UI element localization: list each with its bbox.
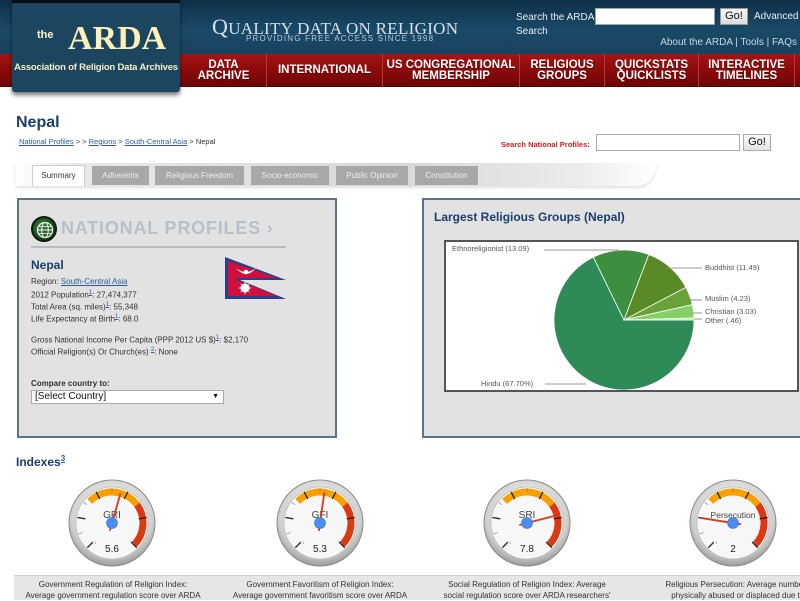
nav-quickstats[interactable]: QUICKSTATS QUICKLISTS (604, 54, 698, 87)
gauge-caption-bar (14, 575, 800, 600)
arda-logo[interactable]: the ARDA Association of Religion Data Ar… (12, 0, 180, 92)
tagline-sub: PROVIDING FREE ACCESS SINCE 1998 (246, 34, 435, 43)
np-search-label: Search National Profiles: (501, 140, 590, 149)
national-profiles-title: NATIONAL PROFILES › (61, 218, 274, 238)
tab-constitution[interactable]: Constitution (415, 166, 478, 185)
top-links: About the ARDA | Tools | FAQs (660, 37, 797, 48)
svg-text:1: 1 (509, 540, 512, 545)
svg-text:7.8: 7.8 (520, 544, 534, 555)
globe-icon (31, 216, 57, 242)
national-profile-panel: NATIONAL PROFILES › Nepal Region: South-… (17, 198, 337, 438)
gfi-gauge: GFI 1 10 5.3 (275, 478, 365, 568)
compare-country-select[interactable]: [Select Country] ▼ (31, 390, 224, 404)
logo-subtitle: Association of Religion Data Archives (14, 62, 178, 73)
footnote-link[interactable]: 3 (60, 454, 66, 463)
sri-gauge: SRI 1 10 7.8 (482, 478, 572, 568)
breadcrumb-current: Nepal (195, 137, 216, 146)
svg-text:10: 10 (132, 540, 137, 545)
pie-label-other: Other (.46) (705, 316, 742, 325)
svg-text:5.3: 5.3 (313, 544, 327, 555)
nav-overflow (794, 54, 800, 87)
tab-socio-economic[interactable]: Socio-economic (251, 166, 329, 185)
population-line: 2012 Population1: 27,474,377 (31, 290, 137, 300)
breadcrumb-national-profiles[interactable]: National Profiles (19, 137, 74, 146)
chart-title: Largest Religious Groups (Nepal) (434, 210, 625, 224)
pie-chart-svg (544, 249, 702, 390)
religious-groups-panel: Largest Religious Groups (Nepal) Ethnore… (422, 198, 800, 438)
persecution-gauge: Persecution 1 10 2 (688, 478, 778, 568)
indexes-title: Indexes3 (16, 454, 66, 469)
gni-line: Gross National Income Per Capita (PPP 20… (31, 335, 249, 345)
official-religion-line: Official Religion(s) Or Church(es) 2: No… (31, 347, 178, 357)
advanced-search-link[interactable]: Advanced (754, 11, 799, 22)
svg-text:SRI: SRI (519, 510, 536, 521)
svg-text:10: 10 (753, 540, 758, 545)
nav-interactive-timelines[interactable]: INTERACTIVE TIMELINES (698, 54, 794, 87)
pie-label-buddhist: Buddhist (11.49) (705, 263, 760, 272)
nav-religious-groups[interactable]: RELIGIOUS GROUPS (519, 54, 604, 87)
gri-gauge: GRI 1 10 5.6 (67, 478, 157, 568)
breadcrumb-regions[interactable]: Regions (88, 137, 117, 146)
nepal-flag (225, 257, 286, 299)
tab-summary[interactable]: Summary (32, 165, 85, 186)
svg-text:Persecution: Persecution (711, 510, 756, 520)
footnote-link[interactable]: 1 (105, 302, 110, 308)
svg-text:10: 10 (547, 540, 552, 545)
svg-text:1: 1 (94, 540, 97, 545)
search-go-button[interactable]: Go! (720, 8, 748, 25)
tab-religious-freedom[interactable]: Religious Freedom (155, 166, 244, 185)
svg-text:1: 1 (715, 540, 718, 545)
svg-text:1: 1 (302, 540, 305, 545)
pie-label-christian: Christian (3.03) (705, 307, 757, 316)
pie-label-ethnoreligionist: Ethnoreligionist (13.09) (452, 244, 530, 253)
life-expectancy-line: Life Expectancy at Birth1: 68.0 (31, 314, 139, 324)
gri-caption: Government Regulation of Religion Index:… (25, 580, 201, 600)
nav-international[interactable]: INTERNATIONAL (266, 54, 382, 87)
sri-caption: Social Regulation of Religion Index: Ave… (443, 580, 611, 600)
nav-data-archive[interactable]: DATA ARCHIVE (197, 58, 250, 82)
np-search-input[interactable] (596, 134, 740, 151)
footnote-link[interactable]: 1 (88, 290, 93, 296)
page-title: Nepal (16, 114, 60, 131)
persecution-caption: Religious Persecution: Average number of… (665, 580, 800, 600)
tab-public-opinion[interactable]: Public Opinion (336, 166, 408, 185)
about-arda-link[interactable]: About the ARDA (660, 37, 733, 48)
gfi-caption: Government Favoritism of Religion Index:… (232, 580, 408, 600)
chevron-right-icon: › (266, 218, 274, 238)
logo-arda: ARDA (68, 20, 167, 57)
search-label: Search the ARDA Search (516, 12, 595, 37)
tagline-text: UALITY DATA ON RELIGION (228, 19, 459, 38)
pie-label-muslim: Muslim (4.23) (705, 294, 751, 303)
svg-text:10: 10 (340, 540, 345, 545)
tab-adherents[interactable]: Adherents (92, 166, 149, 185)
tools-link[interactable]: Tools (740, 37, 764, 48)
svg-text:2: 2 (730, 544, 736, 555)
svg-text:GFI: GFI (312, 510, 329, 521)
breadcrumb: National Profiles > > Regions > South-Ce… (19, 137, 216, 146)
pie-label-hindu: Hindu (67.70%) (481, 379, 534, 388)
tagline: QUALITY DATA ON RELIGION (212, 14, 458, 40)
svg-text:GRI: GRI (103, 510, 121, 521)
national-profiles-header: NATIONAL PROFILES › (31, 216, 286, 248)
svg-text:5.6: 5.6 (105, 544, 119, 555)
region-line: Region: South-Central Asia (31, 277, 128, 286)
tagline-initial: Q (212, 14, 229, 39)
region-link[interactable]: South-Central Asia (60, 277, 128, 286)
compare-label: Compare country to: (31, 379, 110, 388)
site-header: the ARDA Association of Religion Data Ar… (0, 0, 800, 92)
search-input[interactable] (595, 8, 715, 25)
logo-the: the (37, 29, 54, 41)
dropdown-arrow-icon: ▼ (212, 393, 219, 400)
np-search-go-button[interactable]: Go! (743, 134, 771, 151)
footnote-link[interactable]: 1 (215, 335, 220, 341)
country-name: Nepal (31, 258, 64, 272)
faqs-link[interactable]: FAQs (771, 37, 797, 48)
footnote-link[interactable]: 2 (150, 347, 155, 353)
footnote-link[interactable]: 1 (115, 314, 119, 320)
area-line: Total Area (sq. miles)1: 55,348 (31, 302, 138, 312)
breadcrumb-south-central-asia[interactable]: South-Central Asia (124, 137, 188, 146)
nav-us-congregational[interactable]: US CONGREGATIONAL MEMBERSHIP (382, 54, 519, 87)
pie-chart[interactable]: Ethnoreligionist (13.09) Buddhist (11.49… (444, 240, 799, 392)
